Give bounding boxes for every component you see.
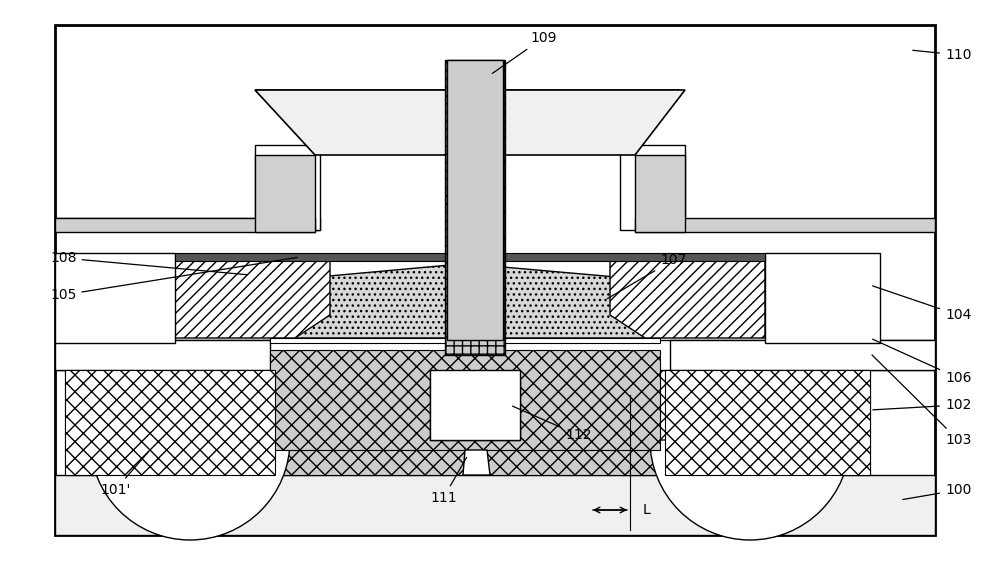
Polygon shape [463,450,490,475]
Bar [270,350,660,450]
Polygon shape [255,145,320,230]
Wedge shape [90,440,290,540]
Bar [55,25,935,535]
Polygon shape [255,90,680,145]
Bar [55,340,270,370]
Bar [445,60,505,355]
Polygon shape [620,145,685,230]
Bar [430,380,520,440]
Text: 109: 109 [492,31,556,73]
Text: 107: 107 [607,253,686,299]
Bar [270,350,660,475]
Text: 112: 112 [513,406,592,442]
Text: 101': 101' [100,452,148,497]
Text: 110: 110 [913,48,972,62]
Bar [175,253,765,261]
Wedge shape [650,440,850,540]
Bar [665,370,870,475]
Text: 108: 108 [50,251,247,275]
Polygon shape [255,155,315,232]
Text: 100: 100 [903,483,971,500]
Polygon shape [175,258,330,338]
Polygon shape [635,155,685,232]
Bar [65,370,275,475]
Polygon shape [55,218,315,232]
Text: 104: 104 [873,286,971,322]
Text: 102: 102 [873,398,971,412]
Bar [765,253,880,343]
Polygon shape [610,258,765,338]
Text: L: L [643,503,651,517]
Bar [55,340,935,370]
Bar [270,338,660,343]
Bar [65,370,315,475]
Text: 105: 105 [50,257,297,302]
Polygon shape [255,90,685,155]
Text: 106: 106 [873,339,972,385]
Text: 111: 111 [430,457,467,505]
Bar [55,475,935,535]
Polygon shape [270,265,660,338]
Bar [670,340,935,370]
Text: 103: 103 [872,355,971,447]
Bar [55,253,175,343]
Bar [447,60,503,340]
Polygon shape [55,218,320,230]
Bar [430,370,520,440]
Bar [620,370,870,475]
Polygon shape [635,218,935,232]
